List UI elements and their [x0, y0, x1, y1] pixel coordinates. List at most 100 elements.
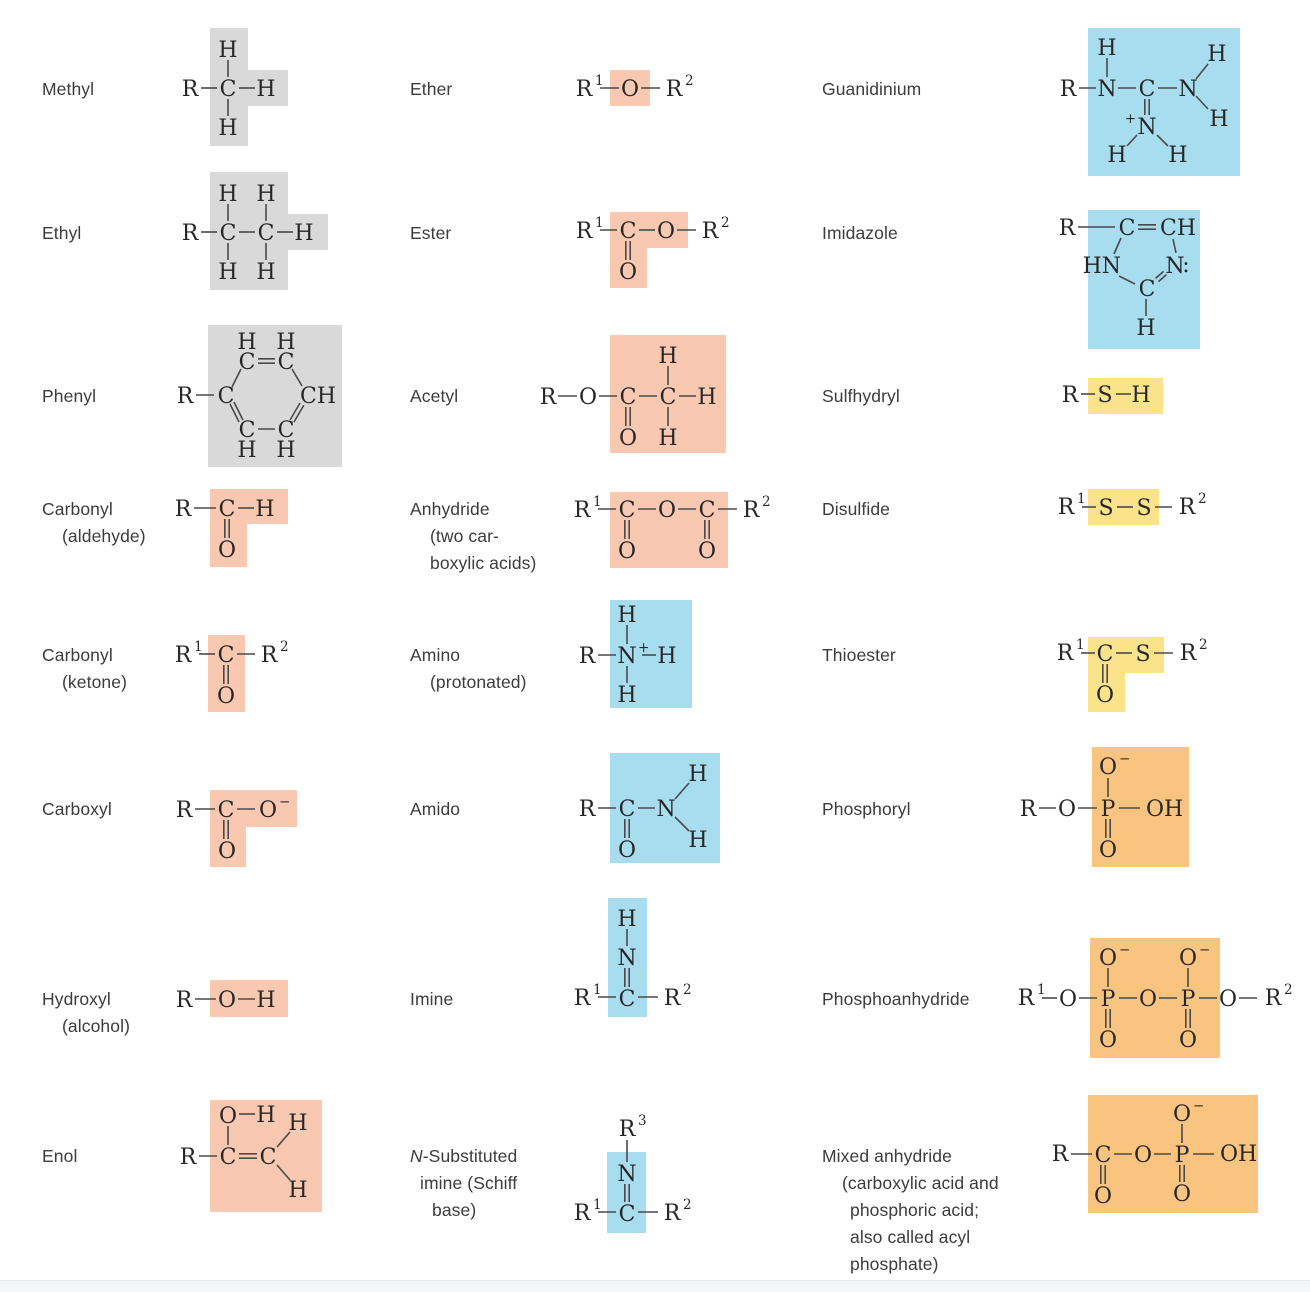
phenyl-atom-C: C: [239, 418, 256, 443]
carbonyl-ketone-atom-O: O: [217, 684, 235, 709]
phenyl-atom-C: C: [278, 350, 295, 375]
ester-highlight: [610, 212, 647, 288]
carbonyl-aldehyde-atom-O: O: [218, 538, 236, 563]
phosphoanhydride-atom-O: O: [1099, 1028, 1117, 1053]
disulfide-atom-S: S: [1136, 496, 1151, 521]
amino-protonated-atom-H: H: [617, 683, 636, 708]
acetyl-atom-R: R: [540, 385, 558, 410]
amino-protonated-highlight: [610, 600, 692, 708]
hydroxyl-atom-O: O: [218, 988, 236, 1013]
n-substituted-imine-atom-C: C: [619, 1202, 636, 1227]
thioester-atom-R: R: [1057, 641, 1075, 666]
methyl-highlight: [210, 28, 248, 146]
imidazole-highlight: [1088, 210, 1200, 349]
imine-atom-R: R: [664, 986, 682, 1011]
methyl-atom-H: H: [256, 77, 275, 102]
phosphoryl-atom-R: R: [1020, 797, 1038, 822]
ethyl-atom-C: C: [220, 221, 237, 246]
carbonyl-ketone-atom-C: C: [218, 643, 235, 668]
guanidinium-atom-H: H: [1207, 42, 1226, 67]
enol-atom-C: C: [220, 1145, 237, 1170]
thioester-atom-C: C: [1097, 642, 1114, 667]
guanidinium-highlight: [1088, 28, 1240, 176]
ethyl-atom-H: H: [294, 221, 313, 246]
phenyl-atom-H: H: [237, 438, 256, 463]
n-substituted-imine-atom-R: R: [619, 1117, 637, 1142]
carbonyl-aldehyde-atom-H: H: [255, 497, 274, 522]
anhydride-atom-O: O: [658, 498, 676, 523]
carbonyl-aldehyde-highlight: [247, 489, 288, 524]
phosphoanhydride-atom-O: O: [1059, 987, 1077, 1012]
phenyl-atom-R: R: [177, 384, 195, 409]
guanidinium-atom-N: N: [1097, 77, 1116, 102]
phenyl-atom-CH: CH: [300, 384, 336, 409]
ester-atom-R: R: [702, 219, 720, 244]
ester-atom-O: O: [657, 219, 675, 244]
phosphoanhydride-atom-O: O: [1099, 946, 1117, 971]
ethyl-atom-C: C: [258, 221, 275, 246]
phosphoryl-atom-O: O: [1058, 797, 1076, 822]
phenyl-atom-C: C: [218, 384, 235, 409]
phosphoryl-atom-P: P: [1101, 797, 1116, 822]
ethyl-highlight: [288, 214, 328, 250]
ethyl-atom-H: H: [256, 182, 275, 207]
sulfhydryl-atom-R: R: [1062, 383, 1080, 408]
amido-atom-O: O: [618, 838, 636, 863]
imidazole-double-bond: [1155, 270, 1165, 279]
guanidinium-atom-H: H: [1107, 143, 1126, 168]
amido-bond: [674, 816, 690, 832]
ether-atom-R: R: [666, 77, 684, 102]
ether-superscript: 2: [685, 73, 694, 89]
phenyl-bond: [291, 368, 303, 387]
amino-protonated-atom-N: N: [617, 644, 636, 669]
hydroxyl-atom-R: R: [176, 988, 194, 1013]
thioester-atom-R: R: [1180, 641, 1198, 666]
phosphoanhydride-atom-P: P: [1101, 987, 1116, 1012]
guanidinium-bond: [1195, 95, 1209, 110]
mixed-anhydride-atom-O: O: [1173, 1102, 1191, 1127]
sulfhydryl-highlight: [1088, 378, 1163, 414]
ester-atom-O: O: [619, 260, 637, 285]
carbonyl-ketone-atom-R: R: [175, 643, 193, 668]
methyl-atom-R: R: [182, 77, 200, 102]
imidazole-bond: [1172, 238, 1177, 254]
amido-atom-H: H: [688, 762, 707, 787]
ethyl-atom-H: H: [218, 260, 237, 285]
phosphoanhydride-highlight: [1090, 938, 1220, 1058]
phenyl-atom-H: H: [237, 330, 256, 355]
mixed-anhydride-atom-OH: OH: [1220, 1142, 1257, 1167]
phosphoanhydride-superscript: −: [1119, 942, 1130, 958]
acetyl-atom-H: H: [658, 344, 677, 369]
enol-atom-C: C: [260, 1145, 277, 1170]
n-substituted-imine-superscript: 3: [638, 1113, 647, 1129]
phosphoryl-highlight: [1092, 747, 1189, 867]
imine-atom-N: N: [617, 946, 636, 971]
imidazole-bond: [1113, 237, 1122, 255]
thioester-atom-S: S: [1135, 642, 1150, 667]
ethyl-atom-H: H: [218, 182, 237, 207]
imidazole-atom-N: N: [1165, 254, 1184, 279]
enol-atom-H: H: [288, 1178, 307, 1203]
sulfhydryl-atom-S: S: [1097, 383, 1112, 408]
carboxyl-atom-O: O: [218, 839, 236, 864]
phosphoryl-superscript: −: [1119, 751, 1130, 767]
guanidinium-atom-N: N: [1137, 115, 1156, 140]
carbonyl-ketone-superscript: 2: [280, 639, 289, 655]
hydroxyl-atom-H: H: [256, 988, 275, 1013]
guanidinium-atom-N: N: [1178, 77, 1197, 102]
acetyl-atom-H: H: [658, 426, 677, 451]
acetyl-atom-C: C: [620, 385, 637, 410]
enol-bond: [276, 1131, 291, 1148]
phosphoanhydride-atom-O: O: [1219, 987, 1237, 1012]
guanidinium-bond: [1126, 134, 1138, 147]
anhydride-atom-C: C: [699, 498, 716, 523]
enol-atom-R: R: [180, 1145, 198, 1170]
imidazole-double-bond: [1157, 274, 1167, 283]
phenyl-double-bond: [289, 402, 301, 421]
carbonyl-ketone-atom-R: R: [261, 643, 279, 668]
ester-atom-R: R: [576, 219, 594, 244]
mixed-anhydride-atom-P: P: [1175, 1143, 1190, 1168]
anhydride-atom-R: R: [743, 498, 761, 523]
n-substituted-imine-superscript: 2: [683, 1197, 692, 1213]
amino-protonated-atom-H: H: [657, 644, 676, 669]
